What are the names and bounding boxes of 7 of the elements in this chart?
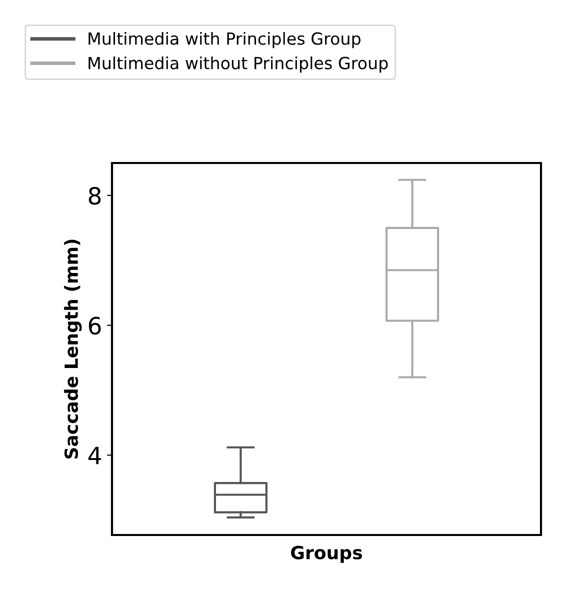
y-tick-label: 8 [88, 186, 101, 205]
x-axis-title: Groups [291, 546, 362, 563]
y-tick-label: 4 [88, 446, 101, 464]
y-tick-label: 6 [88, 316, 101, 335]
y-axis-title: Saccade Length (mm) [64, 240, 82, 459]
legend-label: Multimedia without Principles Group [88, 56, 388, 73]
legend-label: Multimedia with Principles Group [88, 32, 360, 48]
